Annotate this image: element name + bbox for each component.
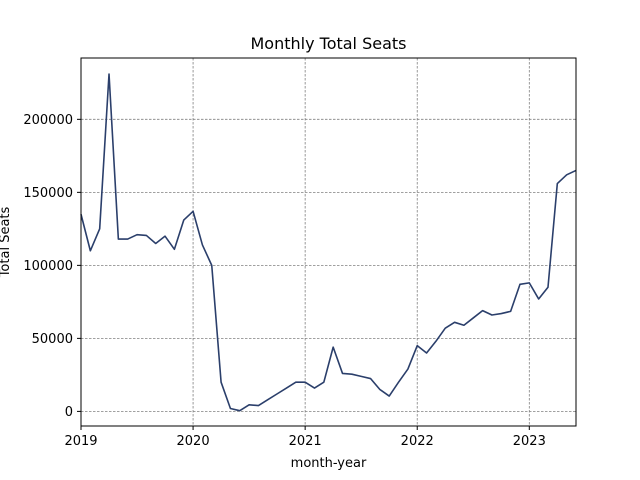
y-tick-label: 0 xyxy=(65,405,73,420)
x-tick-label: 2022 xyxy=(401,434,434,449)
x-tick-label: 2023 xyxy=(513,434,546,449)
x-tick-label: 2020 xyxy=(177,434,210,449)
x-axis-ticks: 2019 2020 2021 2022 2023 xyxy=(64,426,546,449)
y-axis-ticks: 0 50000 100000 150000 200000 xyxy=(23,113,81,420)
y-tick-label: 100000 xyxy=(23,259,73,274)
chart-title: Monthly Total Seats xyxy=(250,34,406,53)
y-tick-label: 150000 xyxy=(23,186,73,201)
grid-lines xyxy=(80,58,576,426)
x-axis-title: month-year xyxy=(291,456,367,471)
y-axis-title: Total Seats xyxy=(0,206,13,278)
series-line xyxy=(80,73,577,412)
y-tick-label: 50000 xyxy=(32,332,73,347)
y-tick-label: 200000 xyxy=(23,113,73,128)
x-tick-label: 2019 xyxy=(64,434,97,449)
x-tick-label: 2021 xyxy=(289,434,322,449)
plot-frame xyxy=(80,57,577,427)
series-layer xyxy=(80,73,577,412)
